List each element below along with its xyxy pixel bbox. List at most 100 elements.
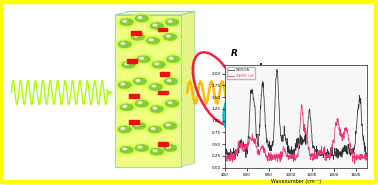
Circle shape — [153, 150, 157, 152]
SERS ref — [307, 148, 312, 150]
SEROA — [291, 151, 296, 153]
SEROA — [290, 153, 295, 156]
Bar — [131, 31, 141, 35]
Circle shape — [153, 107, 157, 109]
SEROA — [275, 68, 279, 70]
Circle shape — [162, 17, 182, 27]
Circle shape — [133, 123, 146, 129]
Circle shape — [123, 148, 127, 150]
Circle shape — [166, 100, 178, 107]
SERS ref — [352, 163, 357, 165]
Circle shape — [166, 124, 170, 126]
SERS ref — [291, 156, 295, 158]
SEROA — [307, 108, 312, 110]
Circle shape — [117, 145, 136, 155]
Circle shape — [164, 123, 177, 129]
SEROA — [300, 144, 304, 146]
SEROA — [364, 156, 369, 158]
Circle shape — [122, 62, 135, 68]
Circle shape — [138, 146, 142, 148]
SERS ref — [361, 155, 366, 158]
Circle shape — [133, 78, 146, 85]
Circle shape — [120, 147, 133, 153]
Circle shape — [134, 35, 138, 37]
SEROA — [331, 158, 336, 161]
Circle shape — [121, 43, 125, 44]
Circle shape — [150, 149, 163, 155]
X-axis label: Wavenumber (cm⁻¹): Wavenumber (cm⁻¹) — [271, 179, 321, 184]
Circle shape — [117, 102, 136, 112]
SERS ref — [290, 157, 294, 159]
Text: R: R — [231, 48, 237, 58]
Circle shape — [115, 80, 135, 90]
SEROA — [339, 155, 344, 157]
Circle shape — [167, 80, 171, 81]
Bar — [129, 120, 139, 124]
Polygon shape — [115, 11, 195, 15]
Polygon shape — [181, 11, 195, 166]
Circle shape — [137, 56, 150, 62]
Circle shape — [149, 84, 162, 90]
Bar — [158, 28, 167, 31]
Bar — [160, 72, 169, 76]
Circle shape — [168, 20, 172, 22]
Circle shape — [135, 15, 148, 22]
Circle shape — [150, 106, 163, 112]
Circle shape — [115, 125, 135, 134]
SERS ref — [223, 152, 227, 154]
Circle shape — [135, 100, 148, 107]
Text: L: L — [259, 63, 265, 72]
Bar — [127, 59, 137, 63]
Circle shape — [132, 99, 152, 108]
Circle shape — [138, 17, 142, 18]
Circle shape — [155, 63, 159, 65]
Circle shape — [152, 62, 165, 68]
Circle shape — [149, 60, 169, 70]
Circle shape — [125, 63, 129, 65]
SERS ref — [339, 133, 344, 135]
SEROA — [223, 151, 227, 153]
Circle shape — [123, 20, 127, 22]
Circle shape — [164, 78, 177, 85]
Circle shape — [149, 126, 161, 133]
Circle shape — [147, 21, 167, 31]
Circle shape — [147, 147, 167, 157]
Circle shape — [166, 146, 170, 148]
Circle shape — [160, 143, 180, 153]
Circle shape — [132, 14, 152, 23]
Circle shape — [153, 24, 157, 26]
Circle shape — [121, 83, 125, 85]
Circle shape — [149, 39, 153, 41]
Circle shape — [115, 40, 135, 49]
Circle shape — [121, 128, 125, 130]
Circle shape — [118, 82, 131, 88]
Circle shape — [135, 145, 148, 151]
Bar — [158, 91, 168, 94]
SEROA — [361, 139, 366, 142]
Polygon shape — [115, 15, 181, 167]
Circle shape — [136, 80, 140, 81]
Circle shape — [147, 104, 167, 114]
Circle shape — [167, 56, 180, 62]
Circle shape — [163, 54, 183, 64]
Circle shape — [162, 99, 182, 108]
Circle shape — [120, 19, 133, 25]
Circle shape — [146, 82, 166, 92]
Circle shape — [150, 23, 163, 29]
Circle shape — [138, 102, 142, 104]
Circle shape — [143, 36, 163, 46]
Circle shape — [166, 19, 178, 25]
Circle shape — [129, 121, 149, 131]
Bar — [158, 142, 168, 146]
Circle shape — [130, 77, 150, 86]
Circle shape — [166, 35, 170, 37]
Line: SEROA: SEROA — [225, 69, 367, 159]
Circle shape — [164, 145, 177, 151]
SERS ref — [300, 104, 304, 106]
Circle shape — [123, 105, 127, 107]
Circle shape — [140, 57, 144, 59]
Circle shape — [117, 17, 136, 27]
Circle shape — [164, 34, 177, 40]
Circle shape — [160, 121, 180, 131]
Legend: SEROA, SERS ref: SEROA, SERS ref — [227, 67, 255, 79]
